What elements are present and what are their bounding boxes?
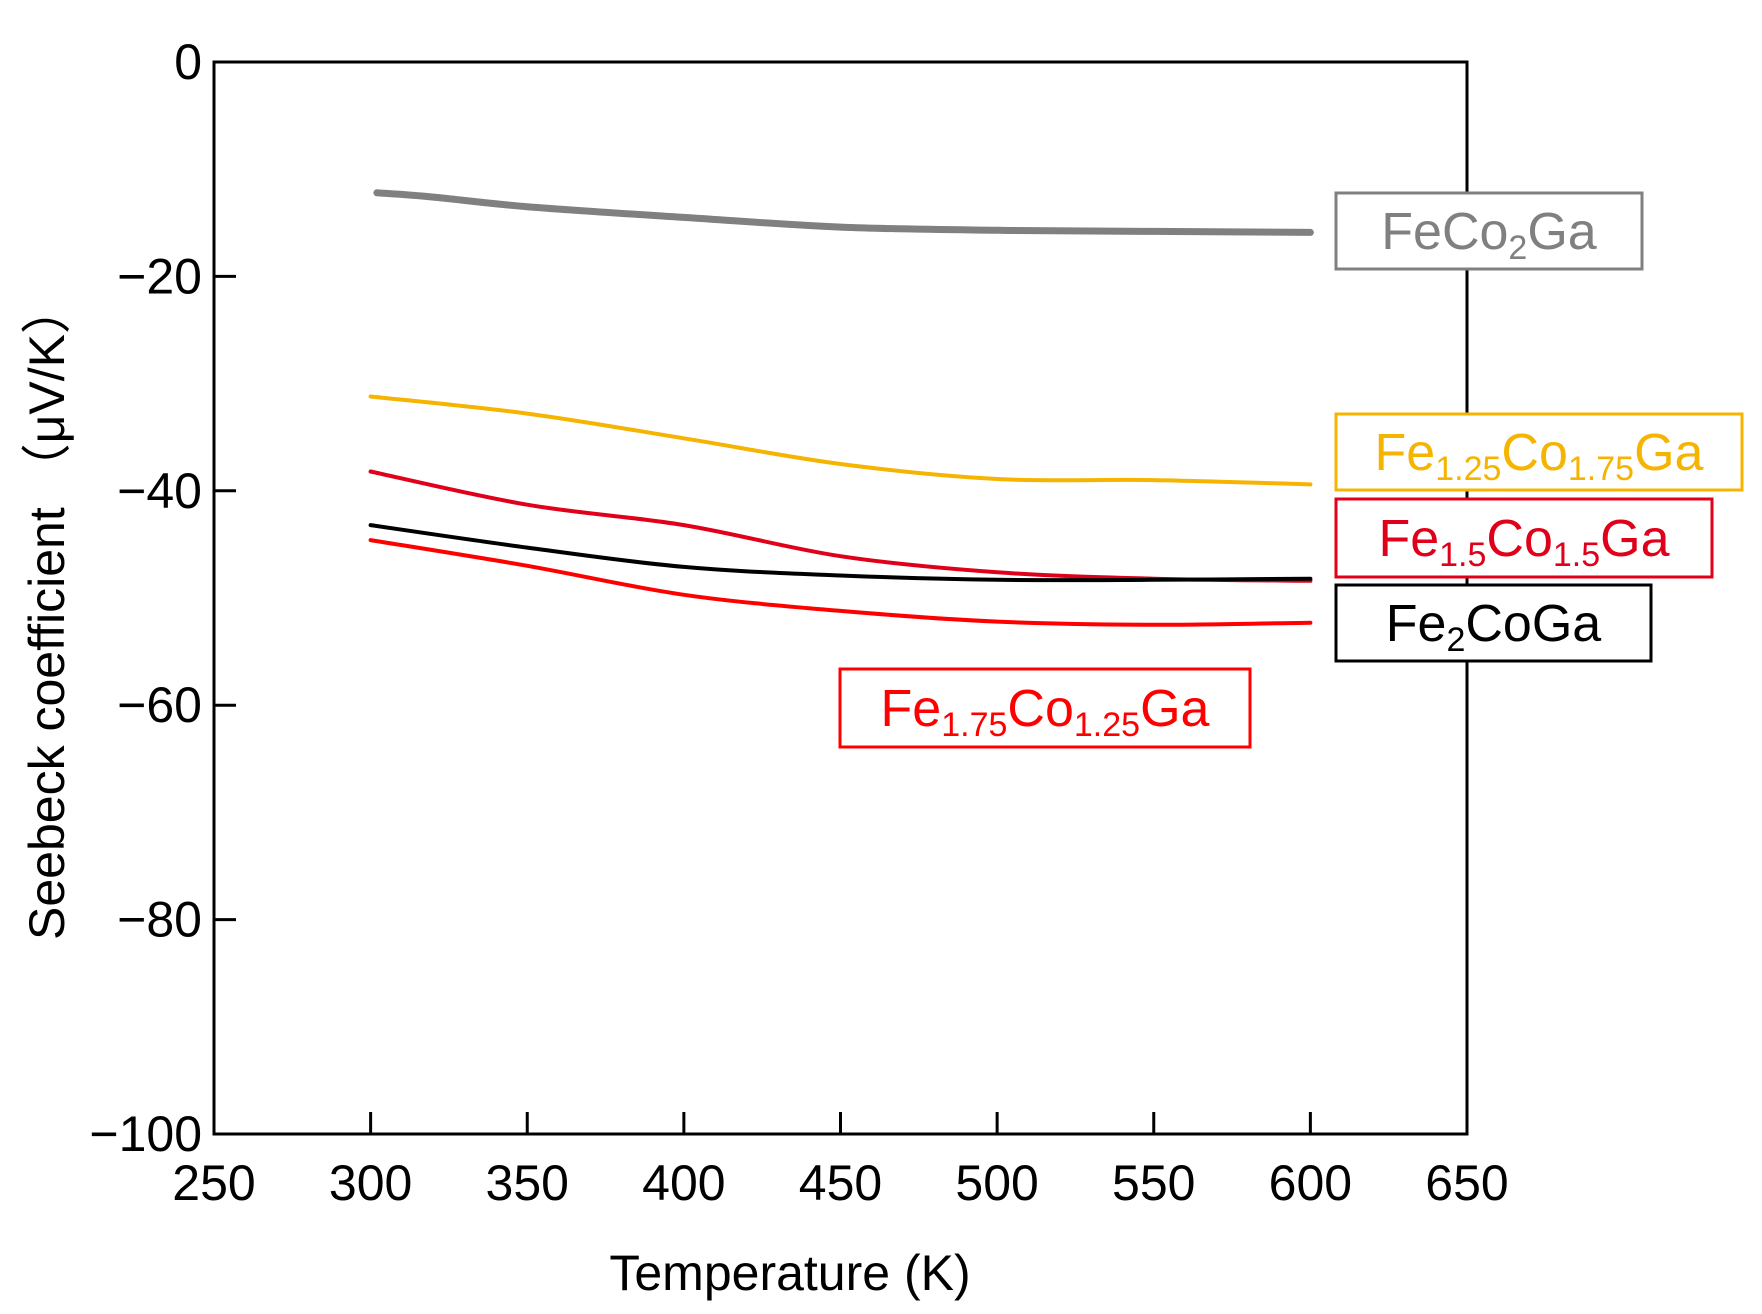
legend-box <box>1334 412 1744 492</box>
x-axis-ticks: 250 300 350 400 450 500 550 600 650 <box>172 1112 1509 1211</box>
legend-text: Fe1.75Co1.25Ga <box>881 680 1210 744</box>
x-tick-label: 600 <box>1269 1155 1352 1211</box>
legend-subscript: 1.25 <box>1435 450 1501 488</box>
legend-chem: FeCo <box>1381 203 1508 261</box>
y-axis-label: Seebeck coefficient （μV/K） <box>19 284 75 940</box>
legend-chem: CoGa <box>1465 595 1601 653</box>
y-tick-label: −60 <box>117 677 202 733</box>
x-tick-label: 550 <box>1112 1155 1195 1211</box>
x-tick-label: 650 <box>1425 1155 1508 1211</box>
y-tick-label: −20 <box>117 248 202 304</box>
legend-subscript: 1.5 <box>1439 536 1486 574</box>
legend-subscript: 1.75 <box>1568 450 1634 488</box>
y-tick-label: −40 <box>117 463 202 519</box>
legend-box <box>1334 497 1714 579</box>
legend-chem: Ga <box>1634 424 1703 482</box>
y-tick-label: −80 <box>117 892 202 948</box>
legend-chem: Fe <box>1378 510 1439 568</box>
series-lines <box>368 189 1314 627</box>
legend-subscript: 2 <box>1508 229 1527 267</box>
legend-chem: Fe <box>1386 595 1447 653</box>
y-tick-label: −100 <box>89 1106 202 1162</box>
series-line <box>373 189 1314 236</box>
legend-subscript: 2 <box>1446 621 1465 659</box>
legend-label: Fe1.5Co1.5Ga <box>1334 497 1714 579</box>
legend-label: FeCo2Ga <box>1334 191 1644 271</box>
x-tick-label: 250 <box>172 1155 255 1211</box>
y-axis-ticks: 0 −20 −40 −60 −80 −100 <box>89 34 236 1162</box>
legend-chem: Ga <box>1600 510 1669 568</box>
legend-subscript: 1.75 <box>941 706 1007 744</box>
x-axis-label: Temperature (K) <box>609 1245 970 1301</box>
plot-frame <box>212 60 1469 1136</box>
legend-chem: Co <box>1486 510 1552 568</box>
series-line <box>368 394 1313 487</box>
legend-chem: Ga <box>1527 203 1596 261</box>
legend-text: Fe2CoGa <box>1386 595 1602 659</box>
legend-label: Fe2CoGa <box>1334 583 1653 663</box>
x-tick-label: 400 <box>642 1155 725 1211</box>
legend-subscript: 1.5 <box>1553 536 1600 574</box>
legend-chem: Co <box>1501 424 1567 482</box>
series-line <box>368 523 1313 583</box>
x-tick-label: 450 <box>799 1155 882 1211</box>
legend-box <box>1334 191 1644 271</box>
x-tick-label: 350 <box>486 1155 569 1211</box>
legend-text: Fe1.25Co1.75Ga <box>1375 424 1704 488</box>
legend-chem: Fe <box>881 680 942 738</box>
x-tick-label: 300 <box>329 1155 412 1211</box>
legend-box <box>1334 583 1653 663</box>
legend-chem: Ga <box>1140 680 1209 738</box>
legend-text: FeCo2Ga <box>1381 203 1597 267</box>
series-labels: FeCo2GaFe1.25Co1.75GaFe1.5Co1.5GaFe2CoGa… <box>838 191 1744 749</box>
series-line <box>368 538 1313 627</box>
legend-chem: Fe <box>1375 424 1436 482</box>
legend-subscript: 1.25 <box>1074 706 1140 744</box>
legend-box <box>838 667 1252 749</box>
legend-chem: Co <box>1007 680 1073 738</box>
legend-label: Fe1.75Co1.25Ga <box>838 667 1252 749</box>
legend-label: Fe1.25Co1.75Ga <box>1334 412 1744 492</box>
x-tick-label: 500 <box>955 1155 1038 1211</box>
legend-text: Fe1.5Co1.5Ga <box>1378 510 1669 574</box>
y-tick-label: 0 <box>174 34 202 90</box>
